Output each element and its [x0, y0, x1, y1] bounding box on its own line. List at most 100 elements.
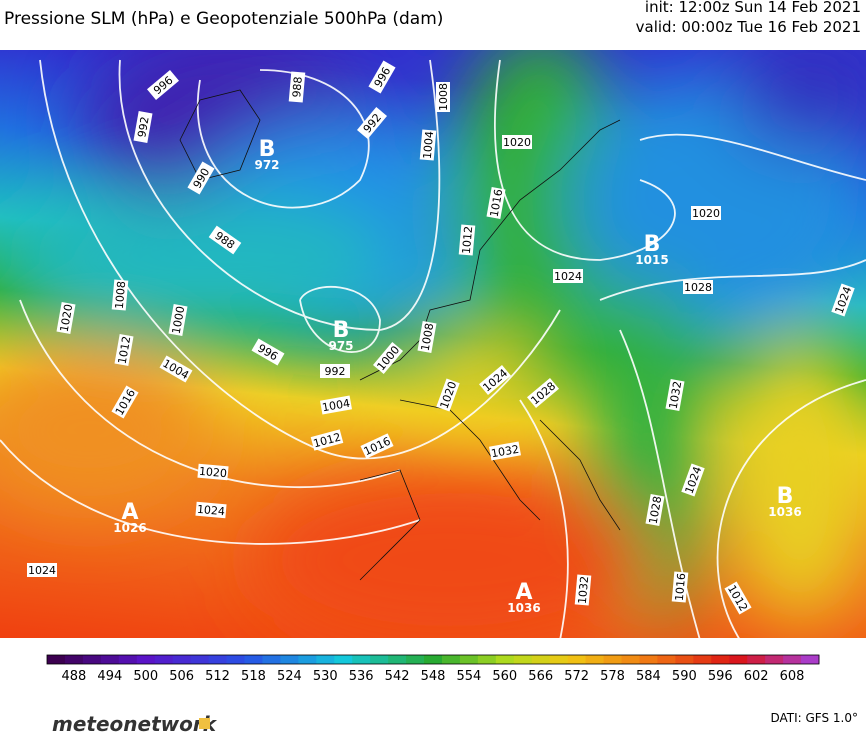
logo-mark	[199, 718, 210, 729]
isobar-label-bg	[360, 433, 394, 459]
colorbar-label: 560	[492, 669, 517, 684]
isobar-label-bg	[417, 321, 437, 353]
isobar-value: 1012	[116, 335, 134, 365]
colorbar-label: 518	[241, 669, 266, 684]
isobar-label-bg	[489, 441, 521, 461]
colorbar-swatch	[513, 655, 533, 664]
isobar-label-bg	[320, 395, 352, 415]
colorbar-swatch	[424, 655, 443, 664]
colorbar-swatch	[657, 655, 676, 664]
isobar-value: 992	[325, 365, 346, 378]
isobar-value: 1032	[667, 380, 685, 410]
isobar-label: 1008	[436, 82, 450, 112]
colorbar-swatch	[675, 655, 694, 664]
colorbar-swatch	[621, 655, 640, 664]
logo: meteonetwork	[52, 712, 218, 735]
colorbar-swatch	[262, 655, 281, 664]
colorbar-label: 566	[528, 669, 553, 684]
colorbar-swatch	[298, 655, 317, 664]
colorbar-swatch	[567, 655, 587, 664]
isobar-label-bg	[372, 342, 404, 374]
colorbar-swatch	[747, 655, 766, 664]
isobar-value: 1032	[576, 576, 591, 605]
isobar-label-bg	[419, 129, 437, 161]
colorbar-swatch	[459, 655, 479, 664]
isobar-label-bg	[683, 280, 713, 294]
colorbar-swatch	[585, 655, 605, 664]
isobar-value: 1028	[647, 495, 665, 525]
isobar-label: 1032	[574, 574, 592, 606]
colorbar-label: 590	[672, 669, 697, 684]
isobar-label: 992	[320, 364, 350, 378]
isobar-label-bg	[724, 581, 752, 615]
isobar-label: 1008	[111, 279, 129, 311]
isobar-label-bg	[527, 377, 559, 409]
colorbar-swatch	[100, 655, 120, 664]
isobar-label-bg	[56, 302, 76, 334]
colorbar-label: 512	[205, 669, 230, 684]
isobar-label-bg	[665, 379, 685, 411]
isobar-value: 1008	[419, 322, 437, 352]
isobar-label: 1000	[168, 304, 188, 336]
isobar-label: 1024	[27, 563, 57, 577]
colorbar-swatch	[118, 655, 138, 664]
colorbar-swatch	[549, 655, 569, 664]
colorbar-swatch	[190, 655, 210, 664]
colorbar-swatch	[370, 655, 389, 664]
isobar-label-bg	[831, 283, 855, 317]
isobar-label-bg	[288, 71, 306, 103]
isobar-label: 1028	[683, 280, 713, 294]
center-letter: B	[644, 232, 661, 257]
init-time: init: 12:00z Sun 14 Feb 2021	[645, 0, 861, 16]
center-value: 1015	[635, 253, 668, 267]
isobar-value: 1020	[198, 465, 227, 480]
colorbar-swatch	[172, 655, 192, 664]
isobar-label-bg	[436, 82, 450, 112]
colorbar-swatch	[352, 655, 371, 664]
center-value: 1036	[768, 505, 801, 519]
isobar-label-bg	[251, 338, 285, 366]
isobar-label-bg	[195, 501, 227, 519]
colorbar-label: 506	[169, 669, 194, 684]
isobar-value: 1016	[488, 188, 506, 218]
isobar-label-bg	[356, 107, 388, 139]
colorbar-swatch	[388, 655, 407, 664]
colorbar-swatch	[729, 655, 748, 664]
colorbar-swatch	[280, 655, 299, 664]
isobar-value: 1024	[196, 503, 225, 518]
isobar-label: 1028	[645, 494, 665, 526]
isobar-label-bg	[436, 378, 460, 412]
isobar-label-bg	[502, 135, 532, 149]
isobar-label-bg	[320, 364, 350, 378]
colorbar-label: 578	[600, 669, 625, 684]
isobar-label: 1016	[671, 571, 689, 603]
colorbar-label: 584	[636, 669, 661, 684]
isobar-label: 1012	[458, 224, 476, 256]
colorbar-label: 554	[456, 669, 481, 684]
isobar-label: 992	[133, 111, 153, 143]
isobar-label-bg	[159, 355, 193, 383]
isobar-value: 1008	[437, 83, 450, 111]
isobar-label: 1024	[195, 501, 227, 519]
isobar-label-bg	[671, 571, 689, 603]
isobar-label: 1008	[417, 321, 437, 353]
isobar-value: 1020	[58, 303, 76, 333]
isobar-value: 1020	[503, 136, 531, 149]
colorbar-label: 536	[349, 669, 374, 684]
center-value: 975	[328, 339, 353, 353]
colorbar-swatch	[244, 655, 263, 664]
colorbar-swatch	[531, 655, 551, 664]
isobar-label: 1012	[114, 334, 134, 366]
isobar-value: 1012	[460, 226, 475, 255]
isobar-label-bg	[133, 111, 153, 143]
colorbar-swatch	[406, 655, 425, 664]
isobar-label-bg	[479, 364, 511, 396]
data-source: DATI: GFS 1.0°	[770, 711, 858, 725]
center-letter: B	[333, 318, 350, 343]
isobar-value: 1008	[113, 281, 128, 310]
colorbar-label: 494	[97, 669, 122, 684]
colorbar-label: 500	[133, 669, 158, 684]
isobar-label: 988	[288, 71, 306, 103]
isobar-value: 1020	[692, 207, 720, 220]
